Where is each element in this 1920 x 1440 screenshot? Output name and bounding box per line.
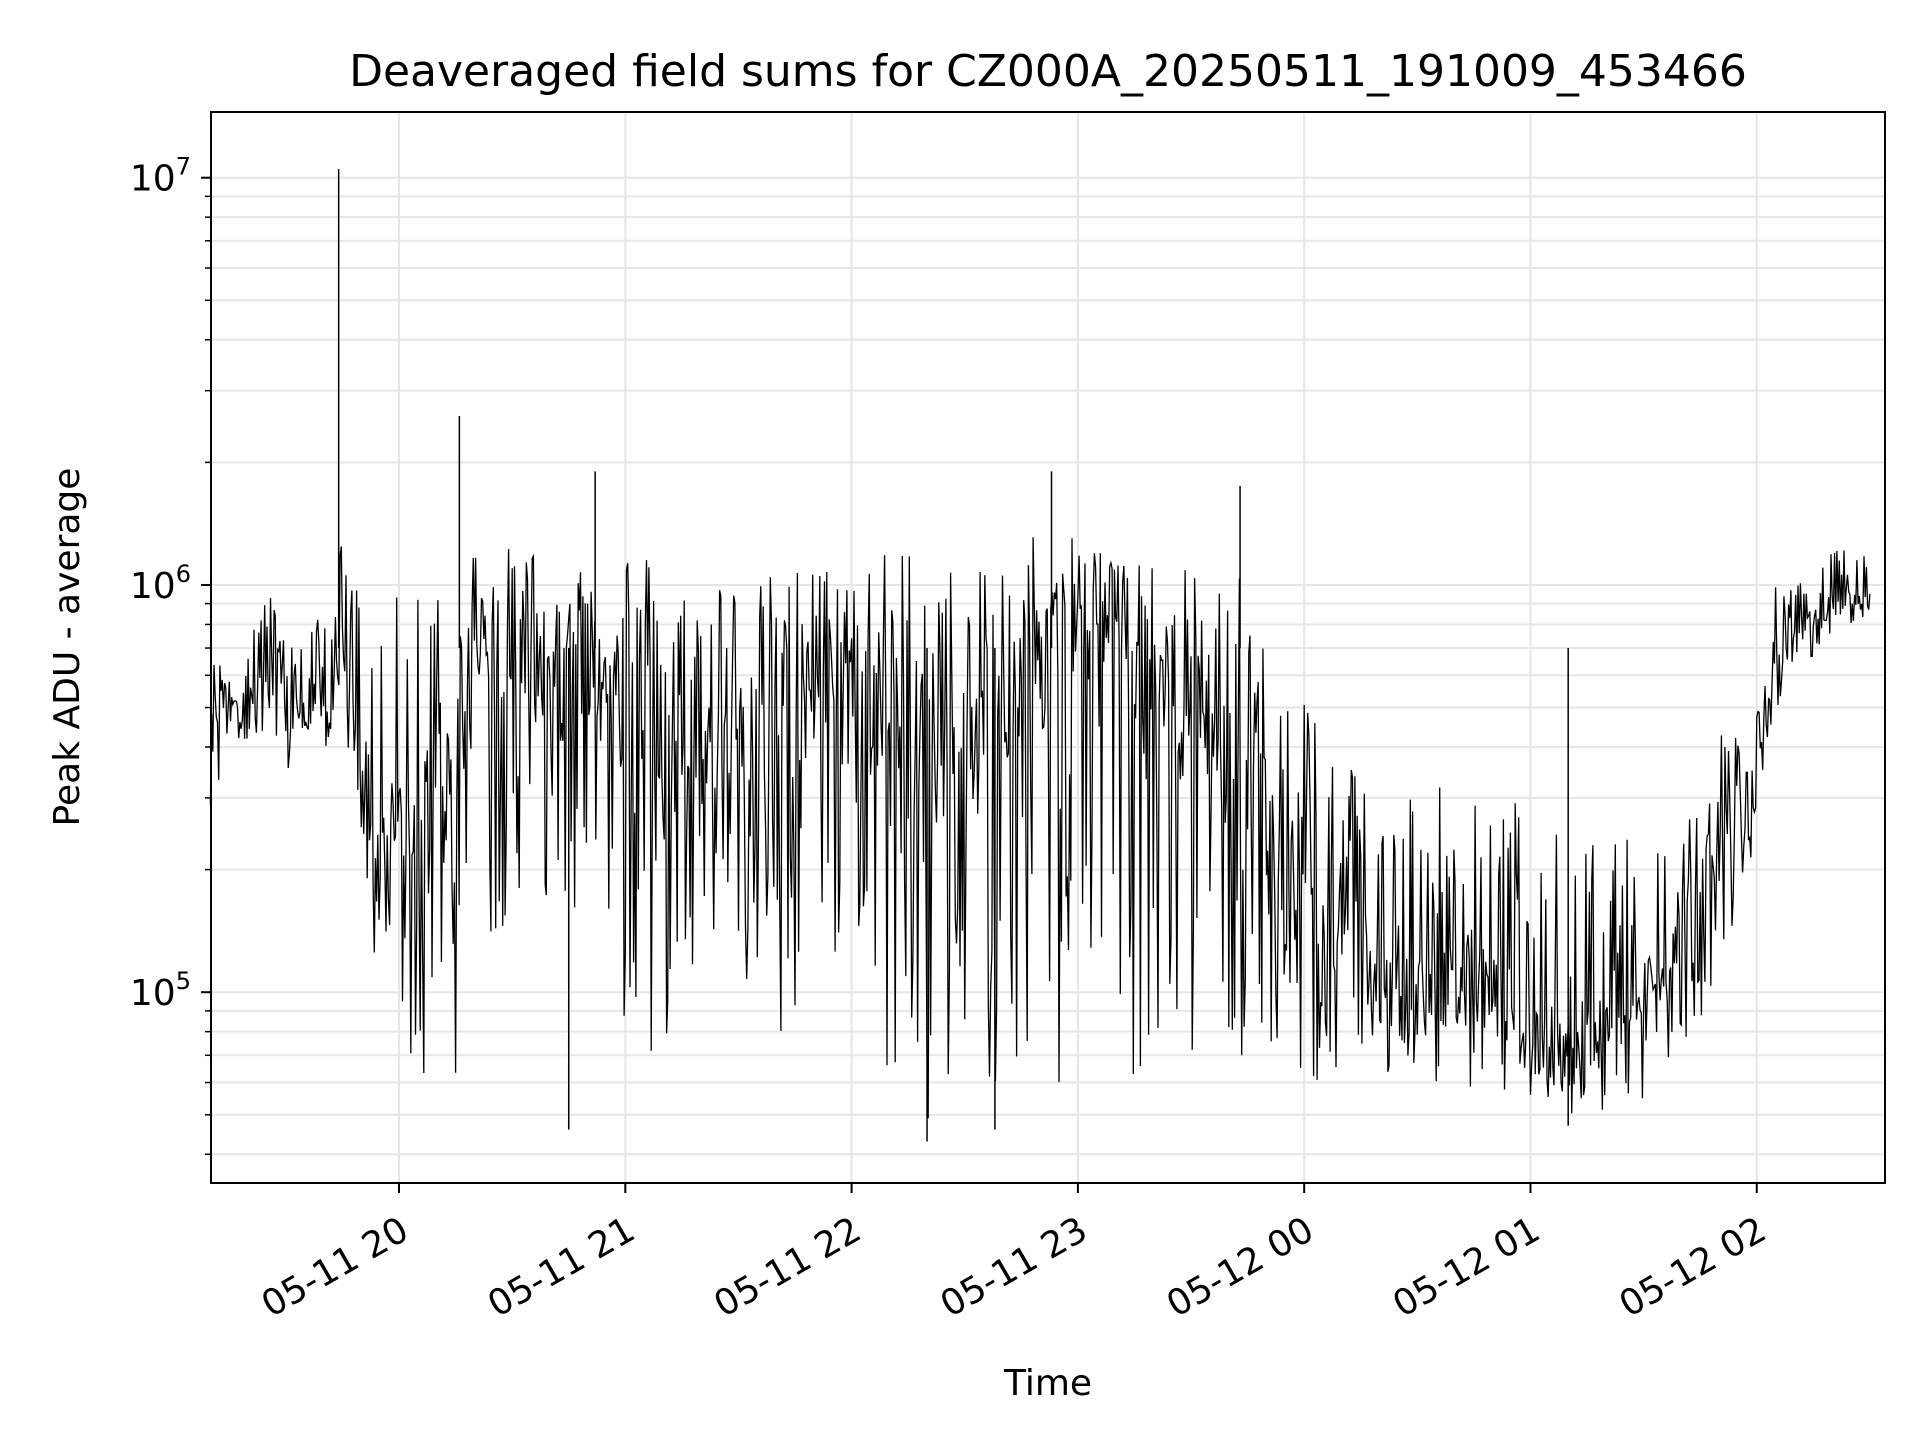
y-tick-label: 106 [130, 560, 191, 607]
series-line [209, 537, 1871, 1119]
data-series-layer [209, 169, 1871, 1142]
y-tick-label: 107 [130, 153, 191, 200]
y-tick-label: 105 [130, 967, 191, 1014]
x-axis-label: Time [1003, 1363, 1092, 1404]
chart-title: Deaveraged field sums for CZ000A_2025051… [349, 46, 1747, 97]
y-axis-label: Peak ADU - average [47, 468, 88, 827]
